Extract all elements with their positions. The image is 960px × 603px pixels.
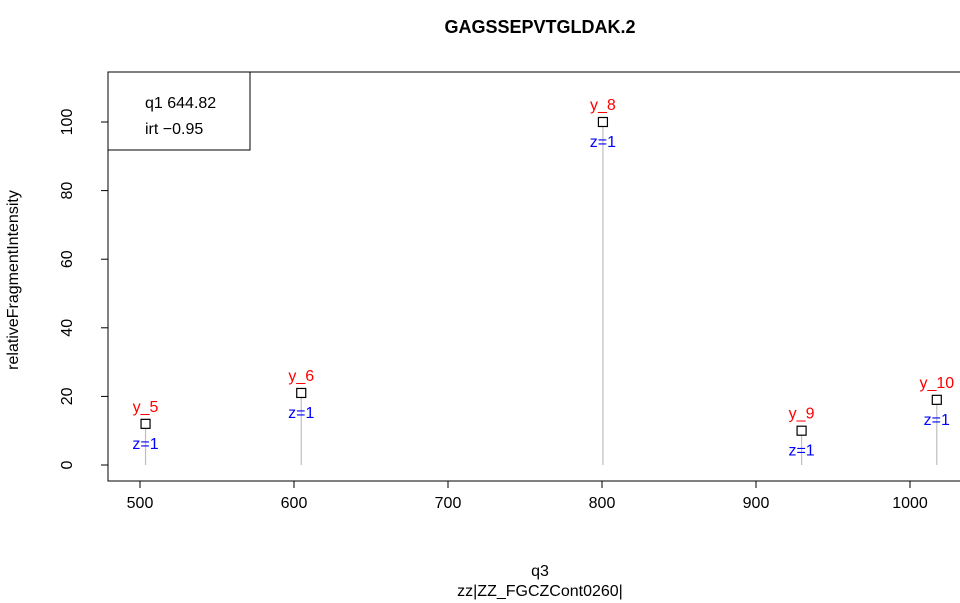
y-tick-label: 40 (59, 319, 76, 337)
y-axis: 0 20 40 60 80 100 (59, 109, 108, 469)
ion-label: y_8 (590, 97, 616, 114)
x-tick-label: 900 (743, 495, 770, 512)
plot-area: y_5 z=1 y_6 z=1 y_8 z=1 y_9 z=1 y_10 z=1 (107, 71, 960, 482)
legend-line-irt: irt −0.95 (145, 121, 203, 138)
ion-label: y_6 (288, 368, 314, 385)
x-tick-label: 800 (589, 495, 616, 512)
x-tick-label: 500 (127, 495, 154, 512)
chart-title: GAGSSEPVTGLDAK.2 (444, 17, 635, 37)
ion-label: y_5 (133, 399, 159, 416)
x-axis-sublabel: zz|ZZ_FGCZCont0260| (457, 583, 623, 600)
legend-line-q1: q1 644.82 (145, 95, 216, 112)
charge-label: z=1 (924, 412, 950, 429)
x-axis: 500 600 700 800 900 1000 (127, 481, 928, 512)
x-tick-label: 600 (281, 495, 308, 512)
data-point (796, 425, 807, 436)
y-tick-label: 60 (59, 250, 76, 268)
x-axis-label: q3 (531, 563, 549, 580)
charge-label: z=1 (288, 405, 314, 422)
markers (140, 116, 942, 436)
y-tick-label: 100 (59, 109, 76, 136)
y-axis-label: relativeFragmentIntensity (5, 190, 22, 370)
data-point (140, 418, 151, 429)
legend-box (107, 71, 251, 151)
charge-label: z=1 (788, 443, 814, 460)
stems (144, 122, 938, 465)
charge-label: z=1 (590, 134, 616, 151)
data-point (597, 116, 609, 128)
ion-label: y_9 (789, 406, 815, 423)
legend: q1 644.82 irt −0.95 (107, 71, 251, 151)
x-tick-label: 1000 (892, 495, 928, 512)
data-point (296, 387, 307, 399)
data-point (931, 394, 942, 405)
y-tick-label: 20 (59, 387, 76, 405)
y-tick-label: 0 (59, 460, 76, 469)
ion-label: y_10 (919, 375, 954, 392)
plot-frame (107, 71, 960, 482)
charge-label: z=1 (132, 436, 158, 453)
x-tick-label: 700 (435, 495, 462, 512)
y-tick-label: 80 (59, 182, 76, 200)
point-labels: y_5 z=1 y_6 z=1 y_8 z=1 y_9 z=1 y_10 z=1 (132, 97, 954, 460)
